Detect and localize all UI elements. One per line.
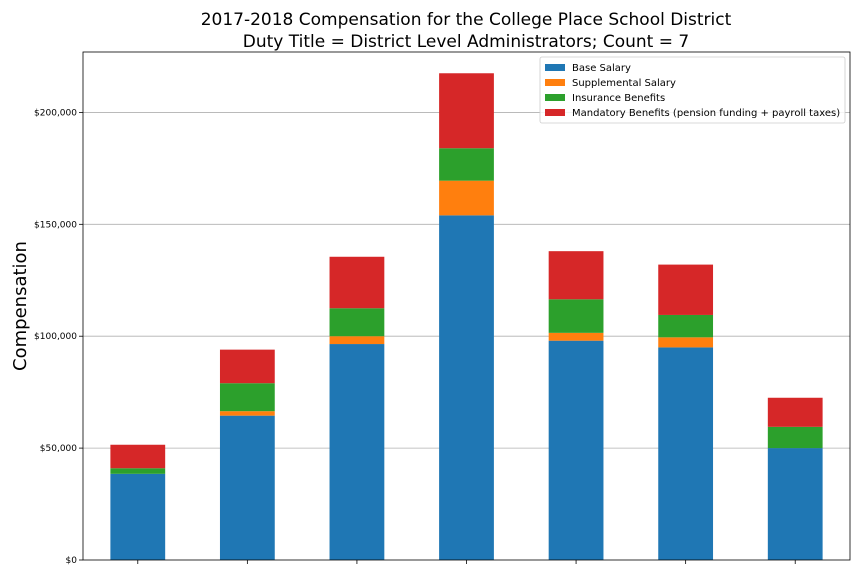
bar-segment (219, 411, 275, 416)
bar-segment (767, 448, 823, 560)
legend-swatch (545, 79, 565, 86)
legend-label: Base Salary (572, 63, 631, 74)
bar-segment (658, 264, 714, 315)
bar-segment (329, 344, 385, 560)
y-tick-label: $150,000 (34, 220, 77, 230)
y-axis-label: Compensation (10, 241, 31, 371)
bar-segment (329, 308, 385, 337)
legend-box (539, 56, 846, 124)
y-tick-label: $200,000 (34, 108, 77, 118)
plot-frame (82, 51, 851, 561)
bar-segment (219, 415, 275, 560)
bar-segment (439, 73, 494, 149)
bars (110, 73, 823, 560)
bar-segment (548, 251, 604, 300)
chart-title: 2017-2018 Compensation for the College P… (201, 10, 732, 30)
bar-segment (329, 336, 385, 345)
legend-swatch (545, 94, 565, 101)
legend-label: Supplemental Salary (572, 78, 676, 89)
bar-segment (548, 340, 604, 560)
y-tick-label: $50,000 (40, 444, 77, 454)
legend-swatch (545, 109, 565, 116)
legend: Base Salary Supplemental Salary Insurance … (539, 56, 846, 124)
bar-segment (658, 347, 714, 560)
legend-label: Mandatory Benefits (pension funding + pa… (572, 108, 840, 119)
bar-segment (219, 349, 275, 384)
bar-segment (110, 473, 166, 560)
bar-segment (110, 444, 166, 469)
axes: $0 $50,000 $100,000 $150,000 $200,000 (34, 51, 851, 566)
bar-segment (767, 426, 823, 449)
bar-segment (658, 314, 714, 338)
bar-segment (329, 256, 385, 309)
bar-segment (110, 468, 166, 474)
legend-label: Insurance Benefits (572, 93, 665, 104)
chart-subtitle: Duty Title = District Level Administrato… (243, 32, 689, 52)
bar-segment (548, 299, 604, 333)
bar-segment (439, 215, 494, 560)
y-tick-label: $100,000 (34, 332, 77, 342)
bar-segment (219, 383, 275, 412)
y-tick-label: $0 (66, 556, 78, 566)
bar-segment (658, 337, 714, 348)
bar-segment (439, 148, 494, 181)
bar-segment (767, 397, 823, 427)
bar-segment (548, 332, 604, 341)
bar-segment (439, 180, 494, 216)
legend-swatch (545, 64, 565, 71)
